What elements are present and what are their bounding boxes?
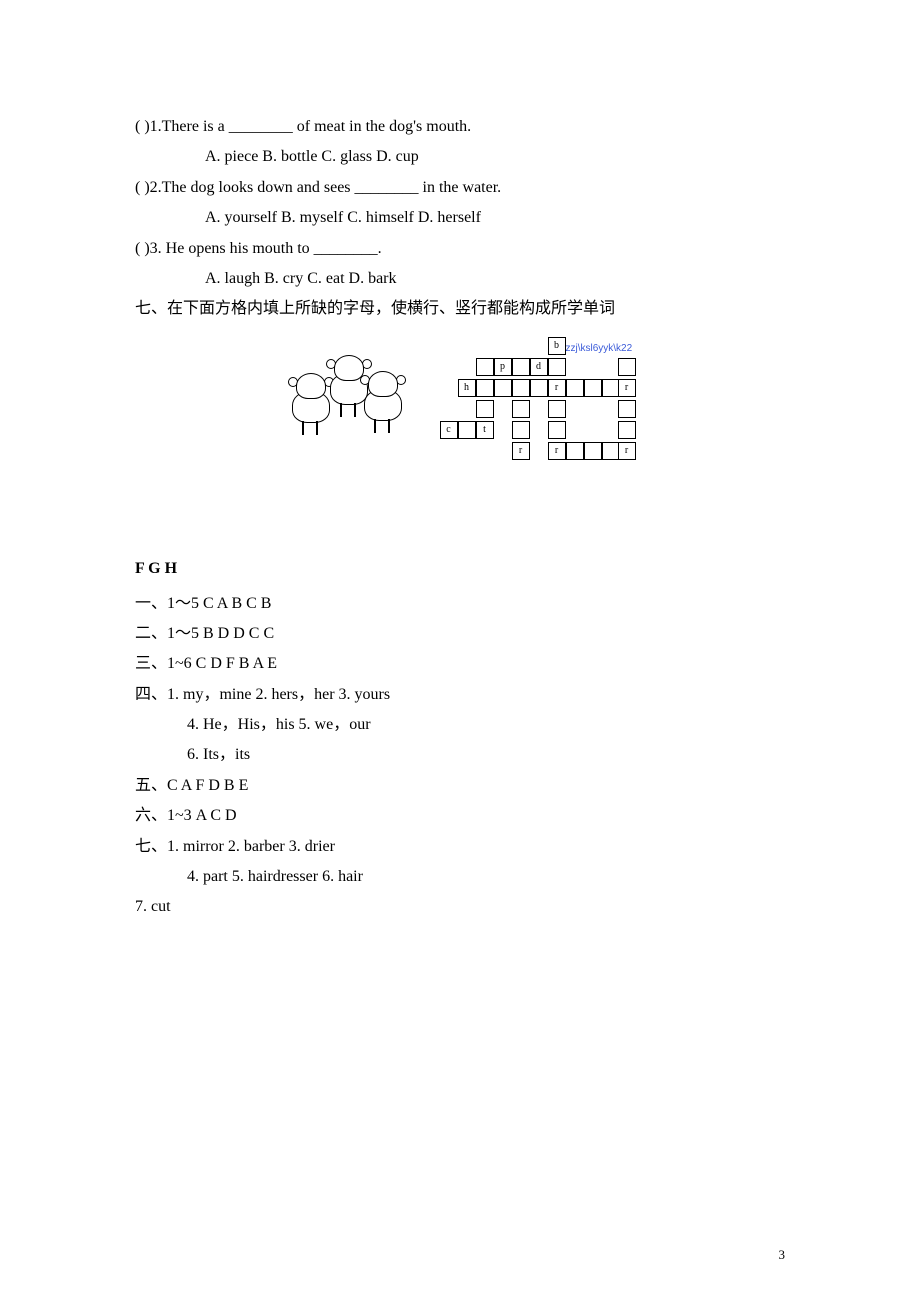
- cw-cell: [618, 358, 636, 376]
- cw-cell: [566, 379, 584, 397]
- answer-line-5: 五、C A F D B E: [135, 771, 785, 801]
- cw-cell-b: b: [548, 337, 566, 355]
- crossword-wrap: zzj\ksl6yyk\k22 b p d h r r: [288, 337, 633, 457]
- cw-cell-t: t: [476, 421, 494, 439]
- question-3-stem: ( )3. He opens his mouth to ________.: [135, 234, 785, 264]
- answer-line-3: 三、1~6 C D F B A E: [135, 649, 785, 679]
- answers-heading: F G H: [135, 554, 785, 584]
- cw-cell: [566, 442, 584, 460]
- crossword-grid: zzj\ksl6yyk\k22 b p d h r r: [418, 337, 633, 457]
- cw-cell-r2: r: [618, 379, 636, 397]
- cw-cell: [512, 400, 530, 418]
- cw-cell: [618, 400, 636, 418]
- cw-cell: [548, 358, 566, 376]
- cw-cell: [476, 400, 494, 418]
- answer-line-8: 7. cut: [135, 892, 785, 922]
- cw-cell-r: r: [548, 379, 566, 397]
- cw-cell: [584, 442, 602, 460]
- question-2-options: A. yourself B. myself C. himself D. hers…: [135, 203, 785, 233]
- cw-cell: [584, 379, 602, 397]
- cw-cell: [494, 379, 512, 397]
- answer-line-4b: 4. He，His，his 5. we，our: [135, 710, 785, 740]
- cw-cell: [512, 421, 530, 439]
- answer-line-6: 六、1~3 A C D: [135, 801, 785, 831]
- cw-cell: [458, 421, 476, 439]
- cw-cell-h: h: [458, 379, 476, 397]
- cw-cell: [618, 421, 636, 439]
- answer-line-7b: 4. part 5. hairdresser 6. hair: [135, 862, 785, 892]
- page-number: 3: [779, 1243, 786, 1268]
- cw-cell-r3: r: [512, 442, 530, 460]
- cw-cell: [512, 358, 530, 376]
- cw-cell: [476, 358, 494, 376]
- watermark-text: zzj\ksl6yyk\k22: [566, 339, 633, 358]
- answer-line-4c: 6. Its，its: [135, 740, 785, 770]
- answer-line-1: 一、1～5 C A B C B: [135, 589, 785, 619]
- question-1-stem: ( )1.There is a ________ of meat in the …: [135, 112, 785, 142]
- answer-line-4: 四、1. my，mine 2. hers，her 3. yours: [135, 680, 785, 710]
- answer-line-7: 七、1. mirror 2. barber 3. drier: [135, 832, 785, 862]
- cw-cell: [530, 379, 548, 397]
- cw-cell-d: d: [530, 358, 548, 376]
- crossword-block: zzj\ksl6yyk\k22 b p d h r r: [135, 337, 785, 464]
- cw-cell-c: c: [440, 421, 458, 439]
- question-3-options: A. laugh B. cry C. eat D. bark: [135, 264, 785, 294]
- cw-cell: [512, 379, 530, 397]
- cw-cell: [476, 379, 494, 397]
- question-2-stem: ( )2.The dog looks down and sees _______…: [135, 173, 785, 203]
- answer-line-2: 二、1～5 B D D C C: [135, 619, 785, 649]
- section-7-heading: 七、在下面方格内填上所缺的字母，使横行、竖行都能构成所学单词: [135, 294, 785, 324]
- cw-cell-r4: r: [548, 442, 566, 460]
- cw-cell-p: p: [494, 358, 512, 376]
- cw-cell: [548, 421, 566, 439]
- sheep-illustration: [288, 343, 408, 453]
- question-1-options: A. piece B. bottle C. glass D. cup: [135, 142, 785, 172]
- cw-cell: [548, 400, 566, 418]
- cw-cell-r5: r: [618, 442, 636, 460]
- page-container: ( )1.There is a ________ of meat in the …: [0, 0, 920, 1302]
